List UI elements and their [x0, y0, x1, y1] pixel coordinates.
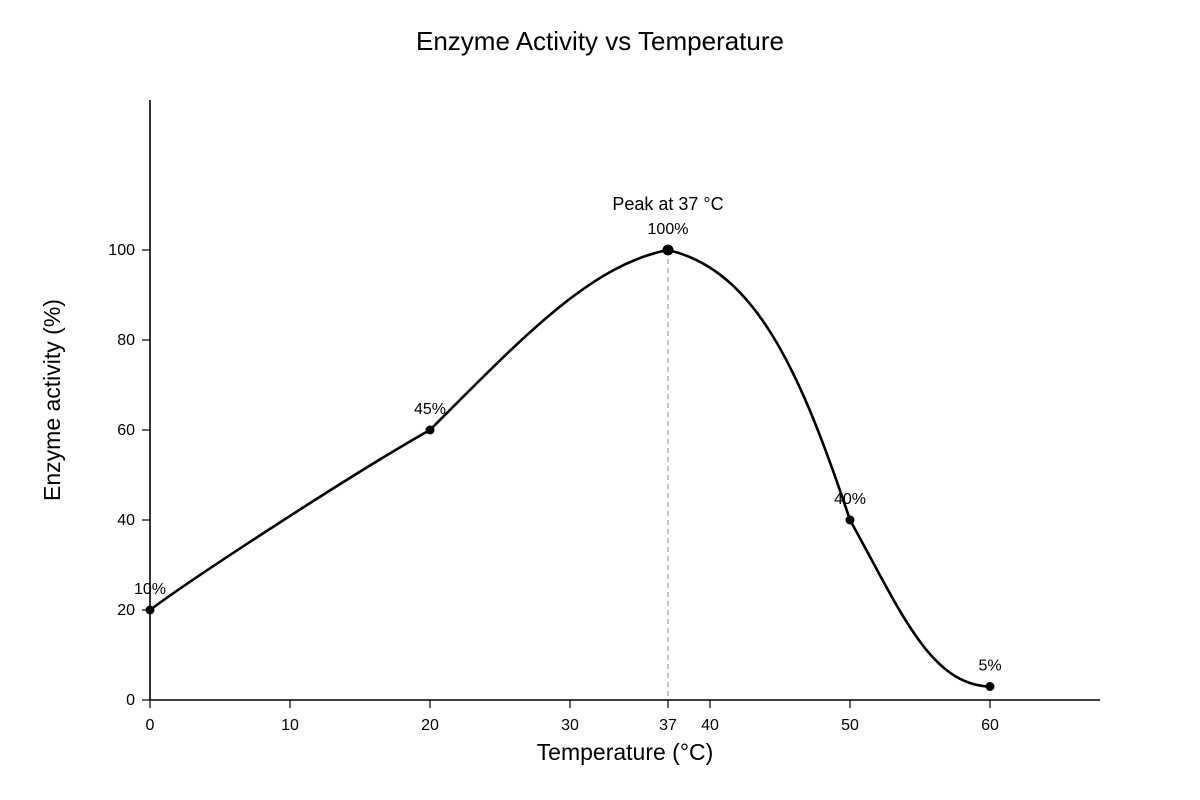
- data-point: [845, 515, 855, 525]
- data-points: [145, 244, 995, 691]
- x-tick-label: 20: [421, 717, 439, 734]
- y-tick-label: 100: [108, 242, 135, 259]
- x-tick-label: 60: [981, 717, 999, 734]
- data-labels: 10% 45% 100% 40% 5%: [134, 221, 1002, 675]
- series-line: [148, 248, 992, 688]
- data-label: 40%: [834, 491, 866, 508]
- y-tick-label: 60: [117, 422, 135, 439]
- y-tick-label: 80: [117, 332, 135, 349]
- data-label: 5%: [978, 658, 1001, 675]
- x-tick-label: 30: [561, 717, 579, 734]
- x-tick-label: 10: [281, 717, 299, 734]
- data-label: 45%: [414, 401, 446, 418]
- y-tick-label: 0: [126, 692, 135, 709]
- x-tick-label: 37: [659, 717, 677, 734]
- peak-annotation: Peak at 37 °C: [612, 194, 723, 214]
- x-axis-ticks: 0 10 20 30 37 40 50 60: [146, 700, 999, 734]
- y-axis-ticks: 0 20 40 60 80 100: [108, 242, 150, 709]
- x-tick-label: 50: [841, 717, 859, 734]
- y-axis-title: Enzyme activity (%): [39, 299, 65, 501]
- y-tick-label: 20: [117, 602, 135, 619]
- peak-point: [662, 244, 674, 256]
- x-tick-label: 40: [701, 717, 719, 734]
- data-point: [985, 682, 995, 691]
- data-point: [145, 605, 155, 615]
- y-tick-label: 40: [117, 512, 135, 529]
- data-point: [425, 425, 435, 435]
- annotations: Peak at 37 °C: [612, 194, 723, 214]
- chart-title: Enzyme Activity vs Temperature: [416, 26, 784, 56]
- data-label: 100%: [648, 221, 689, 238]
- x-axis-title: Temperature (°C): [537, 739, 714, 765]
- x-tick-label: 0: [146, 717, 155, 734]
- data-label: 10%: [134, 581, 166, 598]
